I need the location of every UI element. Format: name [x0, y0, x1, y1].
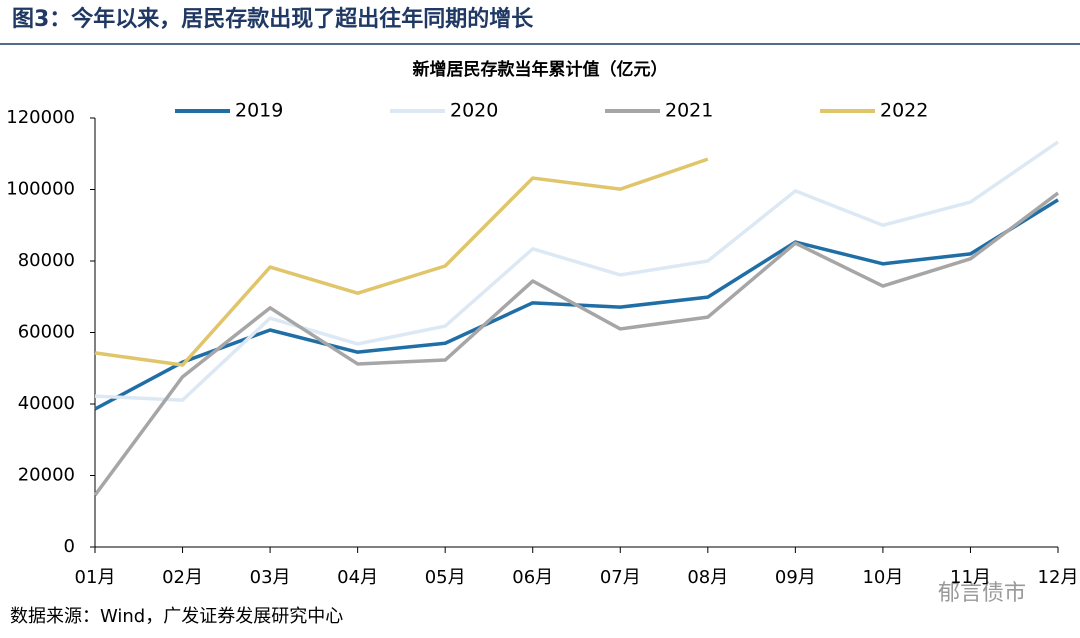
legend-label: 2020: [450, 100, 498, 122]
series-line: [94, 140, 1059, 402]
series-line: [94, 157, 709, 367]
legend-label: 2019: [235, 100, 283, 122]
y-tick-label: 120000: [6, 107, 75, 128]
x-tick-label: 02月: [162, 567, 203, 588]
y-tick-label: 100000: [6, 179, 75, 200]
chart-title: 新增居民存款当年累计值（亿元）: [413, 59, 668, 80]
y-tick-label: 20000: [18, 465, 75, 486]
x-tick-label: 01月: [75, 567, 116, 588]
x-tick-label: 08月: [687, 567, 728, 588]
legend-label: 2022: [880, 100, 928, 122]
x-tick-label: 07月: [600, 567, 641, 588]
series-line: [93, 191, 1060, 497]
y-tick-label: 0: [64, 536, 75, 557]
y-tick-label: 40000: [18, 393, 75, 414]
y-tick-label: 80000: [18, 250, 75, 271]
y-tick-label: 60000: [18, 322, 75, 343]
source-note: 数据来源：Wind，广发证券发展研究中心: [10, 606, 343, 627]
x-tick-label: 05月: [425, 567, 466, 588]
x-tick-label: 03月: [250, 567, 291, 588]
figure-title: 图3：今年以来，居民存款出现了超出往年同期的增长: [12, 6, 534, 32]
x-tick-label: 11月: [950, 567, 991, 588]
x-tick-label: 06月: [512, 567, 553, 588]
x-tick-label: 04月: [337, 567, 378, 588]
watermark: 郁言债市: [938, 581, 1026, 606]
x-tick-label: 10月: [862, 567, 903, 588]
x-tick-label: 12月: [1038, 567, 1079, 588]
x-tick-label: 09月: [775, 567, 816, 588]
legend-label: 2021: [665, 100, 713, 122]
